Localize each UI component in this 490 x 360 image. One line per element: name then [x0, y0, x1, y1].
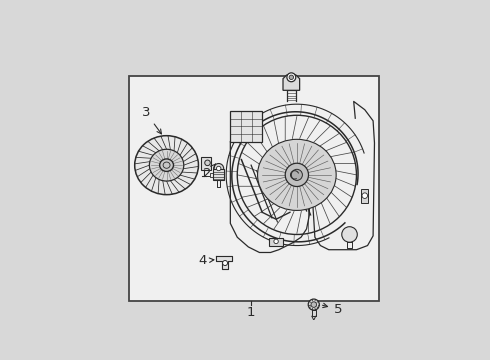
Circle shape: [342, 227, 357, 242]
Text: 2: 2: [202, 164, 216, 180]
Bar: [213, 169, 224, 180]
Ellipse shape: [149, 149, 184, 181]
Text: 5: 5: [322, 303, 343, 316]
Bar: [269, 238, 283, 246]
Bar: [201, 157, 211, 170]
Circle shape: [292, 169, 302, 180]
Text: 4: 4: [198, 254, 214, 267]
Circle shape: [274, 239, 278, 244]
Ellipse shape: [258, 139, 336, 211]
Bar: [230, 111, 262, 141]
Circle shape: [205, 160, 210, 166]
Ellipse shape: [160, 159, 173, 171]
Bar: [362, 189, 368, 203]
Circle shape: [362, 193, 368, 198]
Circle shape: [214, 163, 223, 174]
Circle shape: [287, 73, 296, 82]
Circle shape: [217, 166, 221, 171]
Circle shape: [308, 299, 319, 310]
Text: 1: 1: [247, 306, 255, 319]
Circle shape: [311, 302, 317, 307]
Polygon shape: [283, 74, 300, 90]
Circle shape: [285, 163, 309, 186]
Ellipse shape: [135, 136, 198, 195]
Bar: [129, 76, 379, 301]
Circle shape: [222, 261, 227, 266]
Text: 3: 3: [142, 106, 161, 134]
Circle shape: [289, 75, 294, 80]
Polygon shape: [217, 256, 232, 269]
